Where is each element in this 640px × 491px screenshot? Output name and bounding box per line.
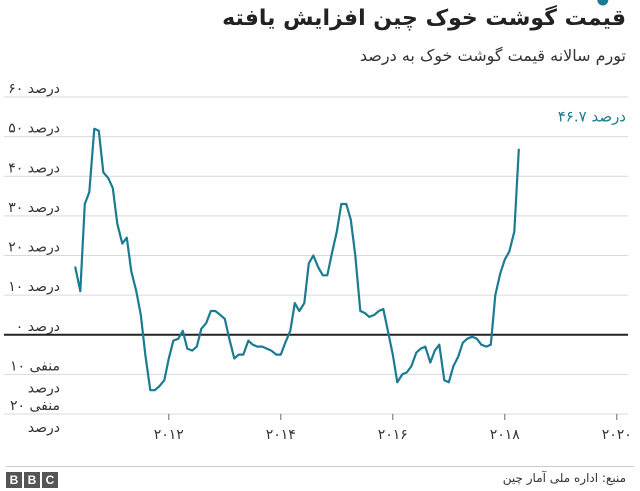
x-tick-label: ۲۰۱۸ [490, 427, 521, 443]
bbc-logo-letter: B [6, 472, 22, 488]
y-tick-label: ۴۰ درصد [8, 160, 60, 176]
bbc-logo-letter: C [42, 472, 58, 488]
y-tick-label: ۳۰ درصد [8, 200, 60, 216]
y-tick-label: ۲۰ درصد [8, 240, 60, 256]
x-tick-label: ۲۰۲۰ [602, 427, 632, 443]
annotation-label: ۴۶.۷ درصد [558, 108, 626, 126]
x-tick-label: ۲۰۱۶ [378, 427, 408, 443]
x-tick-label: ۲۰۱۲ [154, 427, 184, 443]
x-tick-label: ۲۰۱۴ [266, 427, 296, 443]
latest-value-marker [597, 0, 609, 6]
y-tick-label: منفی ۱۰ درصد [10, 358, 60, 396]
footer-divider [6, 466, 634, 467]
y-tick-label: منفی ۲۰ درصد [10, 398, 60, 436]
chart-subtitle: تورم سالانه قیمت گوشت خوک به درصد [359, 46, 626, 65]
y-tick-label: ۶۰ درصد [8, 81, 60, 97]
bbc-logo: B B C [6, 472, 58, 488]
y-tick-label: ۰ درصد [16, 319, 60, 335]
source-note: منبع: اداره ملی آمار چین [502, 471, 626, 485]
series-line [74, 127, 520, 392]
chart-title: قیمت گوشت خوک چین افزایش یافته [222, 6, 626, 31]
bbc-logo-letter: B [24, 472, 40, 488]
y-tick-label: ۱۰ درصد [8, 279, 60, 295]
y-tick-label: ۵۰ درصد [8, 121, 60, 137]
